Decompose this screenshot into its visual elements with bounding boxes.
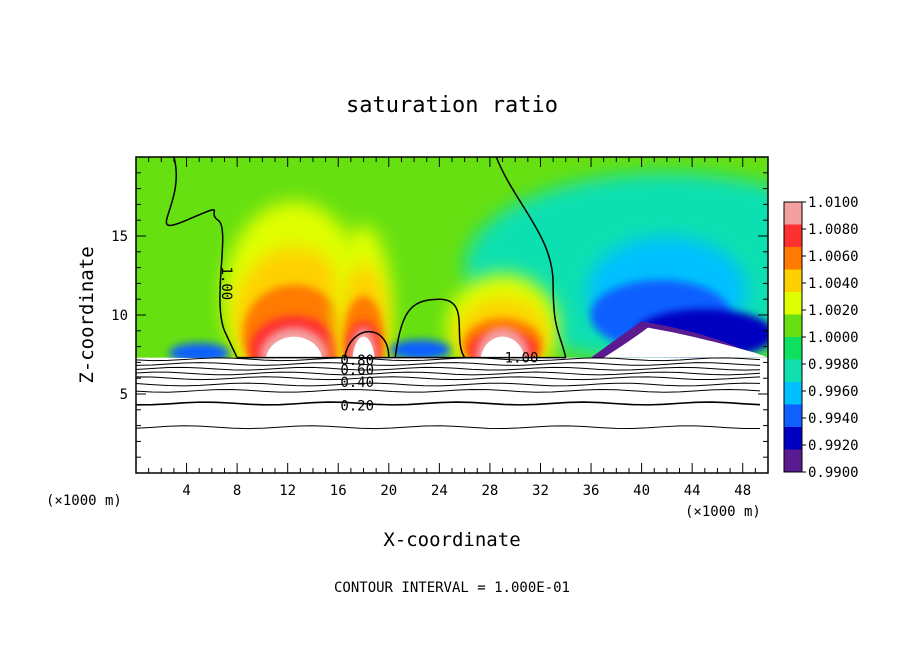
x-tick-label: 40	[633, 483, 650, 499]
x-tick-label: 28	[481, 483, 498, 499]
contour-line-2	[136, 366, 761, 371]
y-tick-label: 15	[111, 229, 128, 245]
colorbar-label: 1.0040	[808, 276, 859, 292]
colorbar-swatch	[784, 292, 802, 315]
contour-1.00-left	[165, 157, 238, 358]
colorbar-swatch	[784, 314, 802, 338]
colorbar-swatch	[784, 449, 802, 473]
x-tick-label: 24	[431, 483, 448, 499]
colorbar-label: 0.9920	[808, 438, 859, 454]
colorbar-label: 1.0020	[808, 303, 859, 319]
subcloud-region	[136, 358, 768, 473]
colorbar-label: 1.0080	[808, 222, 859, 238]
contour-line-0	[136, 357, 761, 362]
contour-label: 1.00	[218, 267, 234, 301]
colorbar-swatch	[784, 337, 802, 360]
colorbar-label: 1.0000	[808, 330, 859, 346]
x-tick-label: 20	[380, 483, 397, 499]
field-blue-patch-1	[390, 339, 451, 360]
contour-interval-note: CONTOUR INTERVAL = 1.000E-01	[334, 580, 570, 596]
colorbar: 1.0100 1.0080 1.0060 1.0040 1.0020 1.0000 0.99…	[783, 195, 859, 481]
colorbar-label: 0.9900	[808, 465, 859, 481]
contour-label: 0.40	[340, 375, 374, 391]
colorbar-swatch	[784, 224, 802, 248]
contour-1.00-gap	[343, 331, 390, 358]
contour-1.00-mid	[394, 298, 466, 359]
colorbar-swatch	[784, 247, 802, 270]
contour-lines	[136, 157, 761, 430]
contour-label: 1.00	[505, 351, 539, 367]
x-axis-label: X-coordinate	[383, 529, 520, 551]
contour-1.00-right	[495, 157, 567, 358]
x-tick-label: 4	[182, 483, 190, 499]
colorbar-label: 1.0100	[808, 195, 859, 211]
contour-label: 0.20	[340, 399, 374, 415]
x-tick-label: 16	[330, 483, 347, 499]
colorbar-swatch	[784, 382, 802, 405]
colorbar-label: 0.9940	[808, 411, 859, 427]
contour-label: 0.80	[340, 353, 374, 369]
x-tick-label: 44	[684, 483, 701, 499]
plot-area	[136, 157, 768, 473]
x-tick-label: 8	[233, 483, 241, 499]
x-tick-label: 36	[583, 483, 600, 499]
colorbar-label: 1.0060	[808, 249, 859, 265]
x-unit-left: (×1000 m)	[46, 493, 122, 509]
x-axis-ticks: 4 8 12 16 20 24 28 32 36 40 44 48	[148, 157, 756, 499]
dome-3-white-core	[603, 327, 768, 358]
contour-line-7	[136, 401, 761, 406]
contour-label: 0.60	[340, 362, 374, 378]
y-axis-ticks: 5 10 15	[111, 172, 768, 458]
contour-line-1	[136, 362, 761, 366]
colorbar-label: 0.9980	[808, 357, 859, 373]
colorbar-swatch	[784, 427, 802, 450]
colorbar-swatch	[784, 404, 802, 428]
colorbar-label: 0.9960	[808, 384, 859, 400]
chart-title: saturation ratio	[346, 93, 558, 118]
colorbar-swatch	[784, 269, 802, 293]
colorbar-swatch	[784, 359, 802, 383]
y-axis-label: Z-coordinate	[76, 246, 98, 383]
contour-line-3	[136, 371, 761, 376]
x-tick-label: 12	[279, 483, 296, 499]
contour-line-6	[136, 388, 761, 393]
x-unit-right: (×1000 m)	[685, 504, 761, 520]
x-tick-label: 48	[734, 483, 751, 499]
y-tick-label: 5	[120, 387, 128, 403]
x-tick-label: 32	[532, 483, 549, 499]
contour-line-8	[136, 425, 761, 430]
contour-labels: 1.00 1.00 0.800.600.40 0.20	[218, 267, 538, 415]
y-tick-label: 10	[111, 308, 128, 324]
colorbar-swatch	[784, 202, 802, 225]
contour-line-4	[136, 376, 761, 381]
saturation-field	[136, 157, 768, 397]
contour-line-5	[136, 382, 761, 387]
